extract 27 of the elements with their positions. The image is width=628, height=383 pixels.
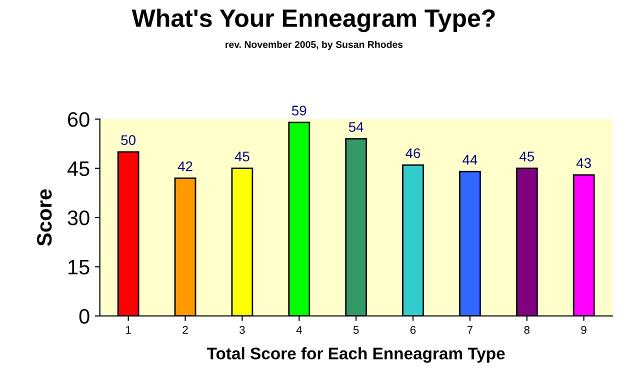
x-axis-title: Total Score for Each Enneagram Type — [206, 347, 505, 363]
x-tick-label: 1 — [126, 326, 131, 334]
y-tick-label: 15 — [68, 260, 90, 275]
y-axis-title: Score — [36, 189, 52, 246]
x-tick-label: 7 — [467, 326, 472, 334]
data-label: 50 — [121, 135, 136, 146]
y-tick-label: 30 — [68, 210, 90, 226]
data-label: 46 — [406, 148, 420, 158]
x-tick-label: 4 — [296, 326, 302, 334]
data-label: 59 — [292, 106, 306, 116]
x-tick-label: 9 — [581, 326, 586, 334]
data-label: 45 — [519, 152, 534, 162]
chart-title: What's Your Enneagram Type? — [132, 8, 495, 32]
x-tick-label: 8 — [524, 326, 530, 334]
x-tick-label: 6 — [410, 326, 416, 334]
x-tick-label: 3 — [240, 326, 245, 334]
data-label: 43 — [576, 158, 591, 168]
data-label: 44 — [462, 155, 478, 165]
data-label: 42 — [178, 161, 192, 172]
data-label: 54 — [348, 122, 364, 132]
x-tick-label: 2 — [182, 326, 188, 334]
data-label: 45 — [234, 152, 250, 162]
y-tick-label: 45 — [67, 162, 90, 176]
chart-subtitle: rev. November 2005, by Susan Rhodes — [226, 40, 403, 50]
x-tick-label: 5 — [353, 326, 359, 334]
y-tick-label: 0 — [79, 308, 90, 324]
y-tick-label: 60 — [68, 112, 90, 127]
